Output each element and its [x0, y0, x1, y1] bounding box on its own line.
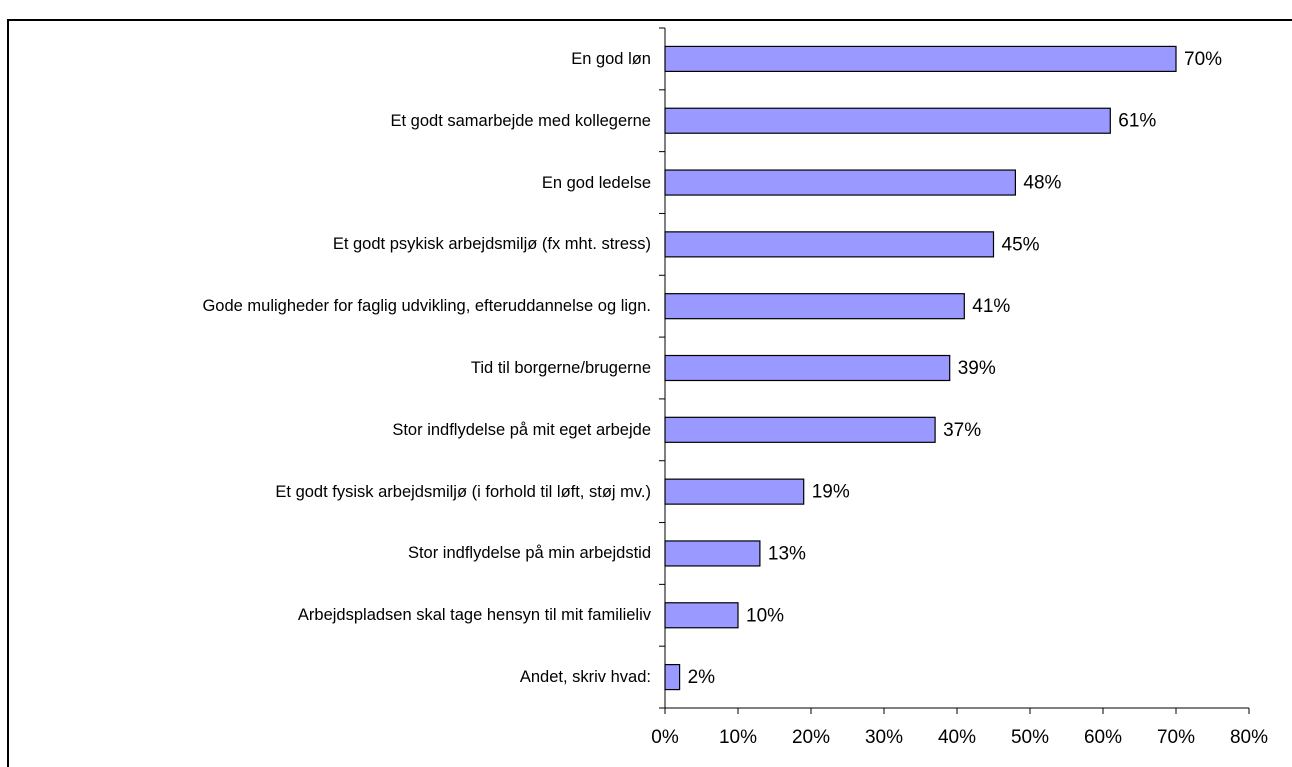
value-label: 39%	[958, 358, 996, 379]
bar	[664, 169, 1016, 196]
bar	[664, 293, 965, 320]
bar	[664, 354, 951, 382]
chart-border	[7, 19, 1292, 767]
y-tick-label: Tid til borgerne/brugerne	[470, 359, 651, 377]
value-label: 41%	[972, 296, 1010, 317]
bar	[664, 540, 761, 567]
value-label: 37%	[943, 420, 981, 441]
y-tick-label: Et godt psykisk arbejdsmiljø (fx mht. st…	[332, 235, 651, 254]
x-tick-label: 10%	[719, 727, 757, 748]
y-tick-label: En god ledelse	[541, 173, 651, 192]
y-tick-label: Stor indflydelse på mit eget arbejde	[392, 420, 651, 439]
y-tick-label: Stor indflydelse på min arbejdstid	[407, 544, 651, 563]
x-tick-label: 50%	[1011, 727, 1049, 748]
x-tick-label: 20%	[792, 727, 830, 748]
x-tick-label: 40%	[938, 727, 976, 748]
y-tick-label: Andet, skriv hvad:	[519, 668, 651, 687]
value-label: 45%	[1002, 234, 1040, 255]
bar	[664, 45, 1177, 73]
bar	[664, 107, 1111, 134]
y-tick-label: Et godt samarbejde med kollegerne	[390, 111, 652, 130]
value-label: 61%	[1118, 111, 1156, 132]
x-tick-label: 60%	[1084, 727, 1122, 748]
y-tick-label: Arbejdspladsen skal tage hensyn til mit …	[297, 606, 651, 625]
bar	[664, 416, 936, 443]
value-label: 2%	[688, 667, 716, 688]
x-tick-label: 80%	[1230, 727, 1268, 748]
value-label: 19%	[812, 482, 850, 503]
x-tick-label: 30%	[865, 727, 903, 748]
bar	[664, 602, 739, 629]
value-label: 13%	[768, 543, 806, 564]
bar	[664, 231, 995, 258]
bar	[664, 663, 681, 691]
value-label: 70%	[1184, 49, 1222, 70]
x-tick-label: 70%	[1157, 727, 1195, 748]
bar	[664, 478, 805, 505]
y-tick-label: Et godt fysisk arbejdsmiljø (i forhold t…	[275, 482, 651, 501]
value-label: 48%	[1023, 173, 1061, 194]
y-tick-label: Gode muligheder for faglig udvikling, ef…	[202, 297, 651, 316]
y-tick-label: En god løn	[571, 49, 651, 68]
x-tick-label: 0%	[651, 727, 679, 748]
value-label: 10%	[746, 605, 784, 626]
